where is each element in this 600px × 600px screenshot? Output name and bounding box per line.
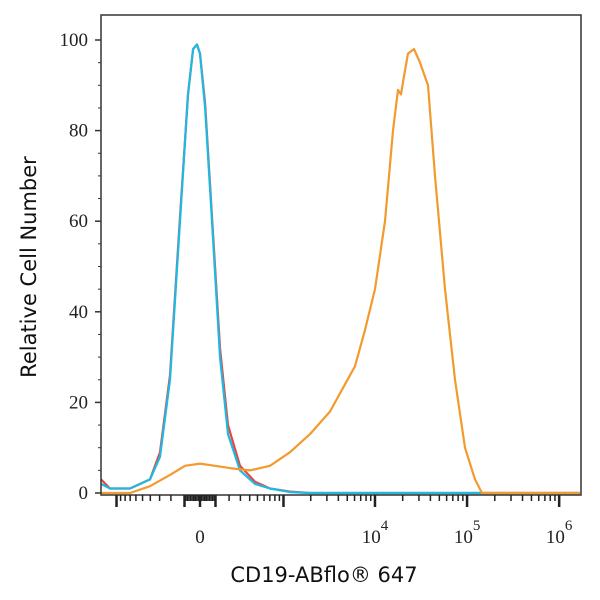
y-tick-label: 100 — [60, 30, 89, 51]
y-axis-title: Relative Cell Number — [17, 156, 41, 378]
x-tick-base: 10 — [546, 527, 565, 548]
y-tick-label: 80 — [69, 121, 88, 142]
x-tick-base: 10 — [454, 527, 473, 548]
x-tick-exponent: 4 — [381, 518, 389, 534]
y-tick-label: 0 — [79, 483, 89, 504]
x-tick-label: 105 — [454, 518, 481, 548]
x-tick-exponent: 6 — [565, 518, 573, 534]
x-tick-label: 106 — [546, 518, 573, 548]
series-line-2 — [101, 48, 580, 495]
y-axis: 0 20 40 60 80 100 — [60, 30, 101, 504]
series-line-0 — [100, 43, 580, 495]
plot-frame — [100, 14, 582, 496]
series-line-1 — [100, 43, 580, 495]
y-tick-label: 40 — [69, 302, 88, 323]
y-tick-label: 20 — [69, 392, 88, 413]
y-tick-label: 60 — [69, 211, 88, 232]
x-tick-exponent: 5 — [473, 518, 481, 534]
x-tick-label: 0 — [195, 527, 205, 548]
x-tick-base: 10 — [362, 527, 381, 548]
x-tick-label: 104 — [362, 518, 389, 548]
curves — [100, 43, 580, 495]
x-tick-base: 0 — [195, 527, 205, 548]
x-axis-title: CD19-ABflo® 647 — [230, 563, 417, 587]
